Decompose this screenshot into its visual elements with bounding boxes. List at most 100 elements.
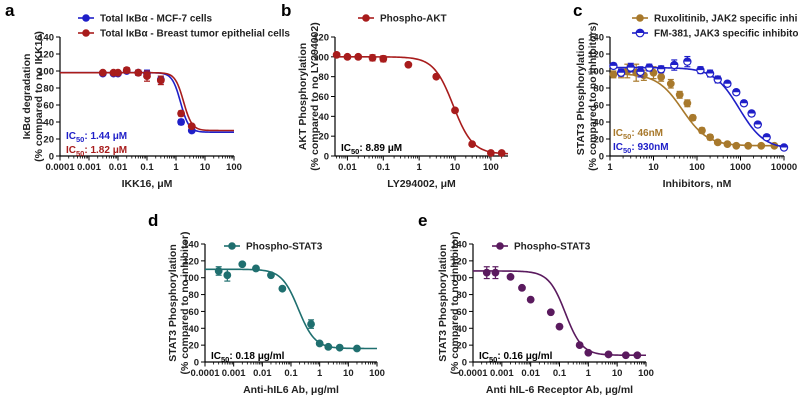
x-tick-label: 10 — [343, 368, 354, 379]
y-tick-label: 120 — [38, 50, 54, 61]
panel-c: c 0 20 40 60 80 100 120 140 1 10 100 1000 10000 Inhibi… — [573, 1, 798, 190]
data-point — [114, 68, 122, 77]
y-axis-label: IκBα degradation(% compared to no IKK16) — [21, 31, 45, 162]
y-tick-label: 20 — [593, 135, 604, 146]
x-tick-label: 0.1 — [140, 162, 154, 173]
y-tick-label: 20 — [456, 341, 467, 352]
ic50-label: IC50: 46nM — [613, 128, 663, 141]
data-point — [657, 73, 666, 81]
x-tick-label: 0.01 — [338, 162, 357, 173]
x-tick-label: 10 — [450, 162, 461, 173]
y-tick-label: 140 — [183, 240, 199, 251]
data-point — [177, 109, 186, 118]
data-point — [252, 264, 260, 273]
data-point-fill — [617, 69, 625, 73]
ic50-subscript: 50 — [623, 132, 631, 141]
y-tick-label: 120 — [588, 50, 604, 61]
y-tick-label: 80 — [593, 84, 604, 95]
x-tick-label: 1000 — [730, 162, 751, 173]
data-point-fill — [683, 58, 691, 62]
y-tick-label: 0 — [194, 358, 199, 369]
ic50-value: : 46nM — [631, 128, 663, 139]
data-point-fill — [748, 109, 756, 114]
x-tick-label: 100 — [638, 368, 654, 379]
legend-marker — [362, 14, 370, 22]
y-tick-label: 40 — [456, 324, 467, 335]
data-point — [98, 68, 107, 77]
ic50-value: : 8.89 μM — [359, 143, 402, 154]
data-point — [491, 268, 500, 277]
series-c-1 — [609, 55, 789, 152]
ic50-subscript: 50 — [489, 355, 497, 364]
x-tick-label: 0.1 — [284, 368, 298, 379]
data-point-fill — [627, 63, 635, 68]
data-point — [315, 339, 324, 348]
y-tick-label: 120 — [451, 256, 467, 267]
data-point — [683, 99, 692, 108]
y-axis-label-line: (% compared to no IKK16) — [33, 31, 45, 162]
x-tick-label: 1 — [586, 368, 592, 379]
y-tick-label: 40 — [593, 118, 604, 129]
data-point-fill — [754, 120, 762, 125]
x-tick-label: 10 — [200, 162, 211, 173]
y-axis-label-line: AKT Phosphorylation — [297, 43, 309, 150]
x-tick-label: 10 — [612, 368, 623, 379]
panel-letter: c — [573, 1, 582, 20]
data-point — [343, 52, 352, 61]
data-point — [732, 141, 741, 150]
data-point — [584, 348, 593, 357]
data-point — [675, 90, 684, 99]
y-tick-label: 100 — [588, 67, 604, 78]
legend-marker — [496, 242, 504, 250]
data-point — [518, 283, 526, 292]
x-tick-label: 0.0001 — [190, 368, 220, 379]
legend-label: Ruxolitinib, JAK2 specific inhibitor — [654, 14, 798, 25]
data-point — [609, 70, 618, 79]
y-tick-label: 100 — [38, 67, 54, 78]
series-b-0 — [332, 50, 509, 157]
x-axis-label: LY294002, μM — [387, 178, 456, 190]
data-point-fill — [609, 62, 618, 66]
y-axis-label-line: (% compared to no LY294002) — [309, 22, 321, 170]
panel-letter: d — [148, 211, 158, 230]
y-axis-label: STAT3 Phosphorylation(% compared to no i… — [167, 232, 191, 375]
ic50-subscript: 50 — [221, 355, 229, 364]
series-a-1 — [60, 66, 234, 132]
ic50-label: IC50: 1.44 μM — [66, 131, 127, 144]
data-point — [757, 141, 766, 150]
x-axis-label: IKK16, μM — [122, 178, 173, 190]
data-point — [666, 79, 675, 88]
x-axis-label: Anti hIL-6 Receptor Ab, μg/ml — [486, 384, 633, 396]
x-tick-label: 0.0001 — [458, 368, 488, 379]
y-tick-label: 0 — [462, 358, 467, 369]
data-point — [482, 268, 491, 277]
series-d-0 — [205, 260, 377, 353]
data-point — [633, 351, 642, 360]
data-point-fill — [714, 75, 722, 80]
data-point — [526, 295, 535, 304]
x-tick-label: 1 — [607, 162, 613, 173]
data-point — [698, 126, 706, 135]
ic50-value: : 1.82 μM — [84, 145, 127, 156]
ic50-prefix: IC — [211, 351, 221, 362]
legend-marker — [636, 14, 644, 22]
data-point — [497, 149, 506, 157]
y-tick-label: 80 — [318, 72, 329, 83]
x-tick-label: 100 — [483, 162, 499, 173]
legend-label: Total IκBα - MCF-7 cells — [100, 14, 213, 25]
data-point — [156, 76, 165, 85]
data-point — [335, 343, 344, 352]
y-tick-label: 20 — [43, 135, 54, 146]
y-tick-label: 60 — [188, 307, 199, 318]
legend-marker — [82, 29, 90, 37]
data-point — [744, 141, 753, 150]
panel-letter: b — [281, 1, 291, 20]
data-point-fill — [645, 63, 653, 68]
y-tick-label: 0 — [599, 152, 604, 163]
ic50-prefix: IC — [479, 351, 489, 362]
data-point — [307, 320, 315, 328]
y-axis-label-line: (% compared to no inhibitor) — [449, 232, 461, 375]
y-tick-label: 120 — [313, 33, 329, 44]
x-tick-label: 0.01 — [109, 162, 128, 173]
data-point — [451, 106, 459, 115]
